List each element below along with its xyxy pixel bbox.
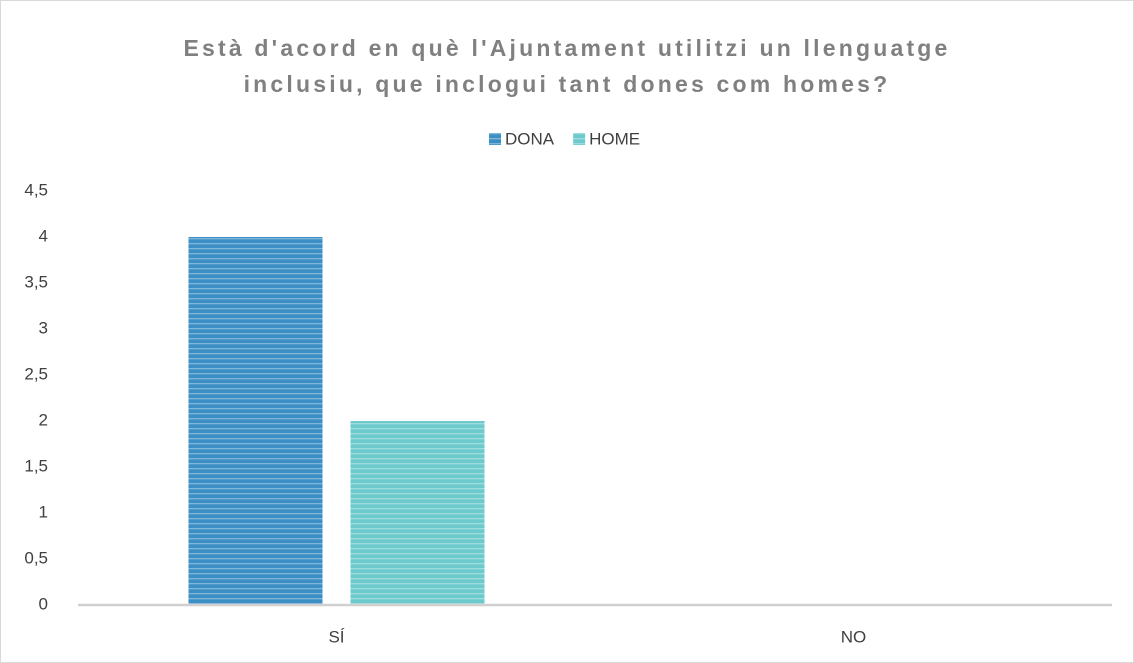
chart-title: Està d'acord en què l'Ajuntament utilitz… xyxy=(183,35,950,61)
legend-label: DONA xyxy=(505,129,555,148)
legend-swatch xyxy=(573,133,586,145)
chart-title: inclusiu, que inclogui tant dones com ho… xyxy=(244,71,891,97)
legend-swatch xyxy=(489,133,501,145)
y-tick-label: 1,5 xyxy=(24,456,48,475)
y-tick-label: 2 xyxy=(39,410,48,429)
y-tick-label: 0 xyxy=(39,594,48,613)
y-tick-label: 4 xyxy=(39,226,48,245)
bar xyxy=(350,421,485,605)
y-tick-label: 3,5 xyxy=(24,272,48,291)
legend-label: HOME xyxy=(589,129,640,148)
y-tick-label: 4,5 xyxy=(24,180,48,199)
y-tick-label: 0,5 xyxy=(24,548,48,567)
y-tick-label: 1 xyxy=(39,502,48,521)
y-tick-label: 3 xyxy=(39,318,48,337)
x-tick-label: SÍ xyxy=(328,627,344,646)
y-tick-label: 2,5 xyxy=(24,364,48,383)
x-tick-label: NO xyxy=(841,627,867,646)
bar xyxy=(188,237,323,605)
